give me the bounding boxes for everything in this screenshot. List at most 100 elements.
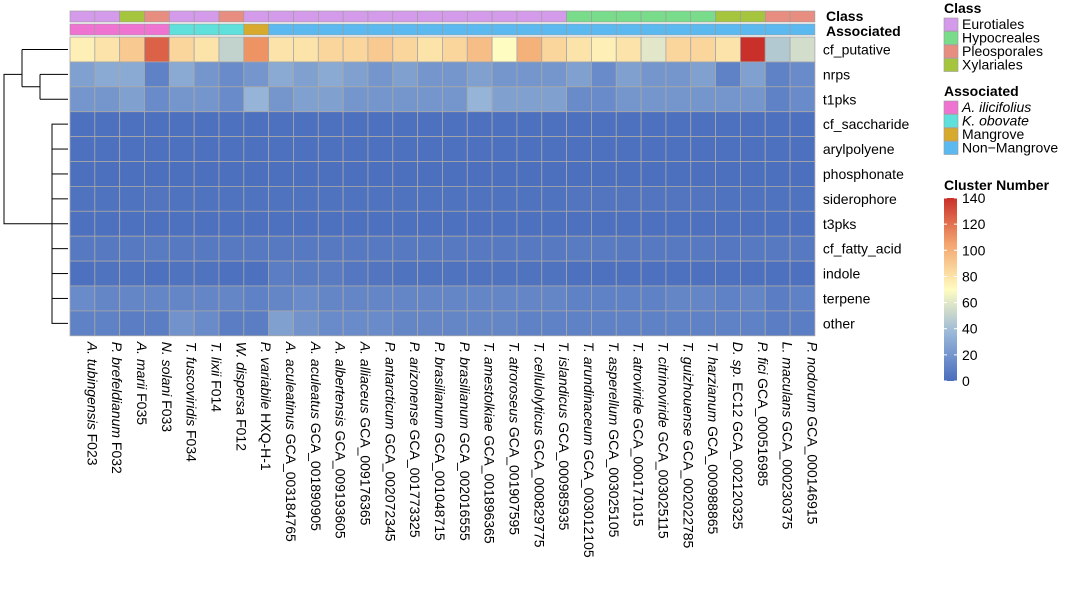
heatmap-cell [466, 210, 493, 237]
heatmap-cell [268, 86, 294, 113]
heatmap-cell [293, 310, 319, 337]
heatmap-cell [591, 235, 617, 262]
legend-associated-label: Mangrove [962, 126, 1024, 142]
associated-annotation-cell [417, 23, 443, 36]
heatmap-cell [466, 235, 493, 262]
heatmap-cell [168, 61, 195, 88]
row-label: cf_putative [823, 41, 891, 57]
column-label: P. brasilianum GCA_002016555 [457, 342, 473, 541]
heatmap-cell [293, 136, 319, 162]
heatmap-cell [293, 111, 319, 137]
heatmap-cell [168, 260, 195, 287]
heatmap-cell [243, 260, 270, 287]
heatmap-cell [640, 210, 667, 237]
heatmap-cell [193, 235, 220, 262]
column-label: T. amestolkiae GCA_001896365 [482, 342, 498, 544]
legend-associated-swatch [943, 127, 959, 142]
heatmap-cell [665, 136, 692, 162]
row-label: indole [823, 266, 861, 282]
heatmap-cell [466, 185, 493, 212]
heatmap-cell [218, 161, 245, 187]
heatmap-cell [740, 111, 766, 137]
heatmap-cell [193, 36, 220, 63]
heatmap-cell [566, 260, 592, 287]
heatmap-cell [268, 210, 294, 237]
class-annotation-cell [218, 10, 245, 23]
heatmap-cell [417, 136, 443, 162]
column-label: T. harzianum GCA_000988865 [705, 342, 721, 535]
heatmap-cell [417, 285, 443, 312]
heatmap-cell [144, 235, 170, 262]
heatmap-cell [317, 310, 344, 337]
heatmap-cell [690, 36, 716, 63]
class-annotation-cell [417, 10, 443, 23]
heatmap-cell [740, 36, 766, 63]
heatmap-cell [541, 136, 568, 162]
heatmap-cell [491, 310, 518, 337]
class-annotation-cell [119, 10, 145, 23]
heatmap-cell [144, 260, 170, 287]
heatmap-cell [541, 36, 568, 63]
associated-annotation-cell [144, 23, 170, 36]
associated-annotation-cell [392, 23, 418, 36]
heatmap-cell [243, 285, 270, 312]
heatmap-cell [367, 260, 394, 287]
heatmap-cell [640, 161, 667, 187]
heatmap-cell [442, 111, 468, 137]
heatmap-cell [541, 260, 568, 287]
heatmap-cell [789, 260, 816, 287]
heatmap-cell [442, 310, 468, 337]
class-annotation-cell [442, 10, 468, 23]
heatmap-cell [69, 161, 96, 187]
heatmap-cell [690, 61, 716, 88]
heatmap-cell [740, 61, 766, 88]
heatmap-cell [193, 185, 220, 212]
heatmap-cell [665, 111, 692, 137]
heatmap-cell [566, 235, 592, 262]
legend-class-label: Hypocreales [962, 30, 1040, 46]
heatmap-cell [193, 61, 220, 88]
legend-associated-title: Associated [944, 83, 1019, 99]
heatmap-cell [168, 136, 195, 162]
heatmap-cell [392, 310, 419, 337]
heatmap-cell [591, 86, 617, 113]
heatmap-cell [715, 36, 741, 63]
heatmap-cell [94, 235, 121, 262]
legend-scale-tick-label: 40 [962, 321, 978, 337]
heatmap-cell [541, 285, 568, 312]
class-annotation-cell [268, 10, 294, 23]
heatmap-cell [193, 210, 220, 237]
heatmap-cell [789, 61, 816, 88]
column-label: W. dispersa F012 [233, 342, 249, 451]
heatmap-cell [789, 36, 816, 63]
heatmap-cell [119, 310, 145, 337]
column-label: A. marii F035 [134, 341, 150, 425]
column-label: L. maculans GCA_000230375 [780, 342, 796, 530]
legend-associated-swatch [943, 114, 959, 128]
heatmap-cell [193, 86, 220, 113]
heatmap-cell [218, 86, 245, 113]
heatmap-cell [367, 161, 394, 187]
associated-annotation-cell [243, 23, 269, 36]
heatmap-cell [168, 36, 195, 63]
heatmap-cell [740, 86, 766, 113]
class-annotation-cell [193, 10, 220, 23]
heatmap-cell [690, 210, 716, 237]
heatmap-cell [516, 260, 543, 287]
associated-annotation-cell [317, 23, 344, 36]
associated-annotation-cell [764, 23, 791, 36]
heatmap-cell [69, 310, 96, 337]
legend-class-swatch [943, 17, 959, 32]
heatmap-cell [417, 161, 443, 187]
heatmap-cell [168, 86, 195, 113]
associated-annotation-bar [69, 23, 816, 36]
heatmap-cell [789, 235, 816, 262]
heatmap-cell [764, 185, 791, 212]
legend-class-title: Class [944, 0, 982, 16]
heatmap-cell [144, 36, 170, 63]
heatmap-cell [144, 285, 170, 312]
heatmap-cell [367, 111, 394, 137]
column-label: N. solani F033 [159, 342, 175, 432]
heatmap-cell [591, 310, 617, 337]
heatmap-cell [94, 260, 121, 287]
